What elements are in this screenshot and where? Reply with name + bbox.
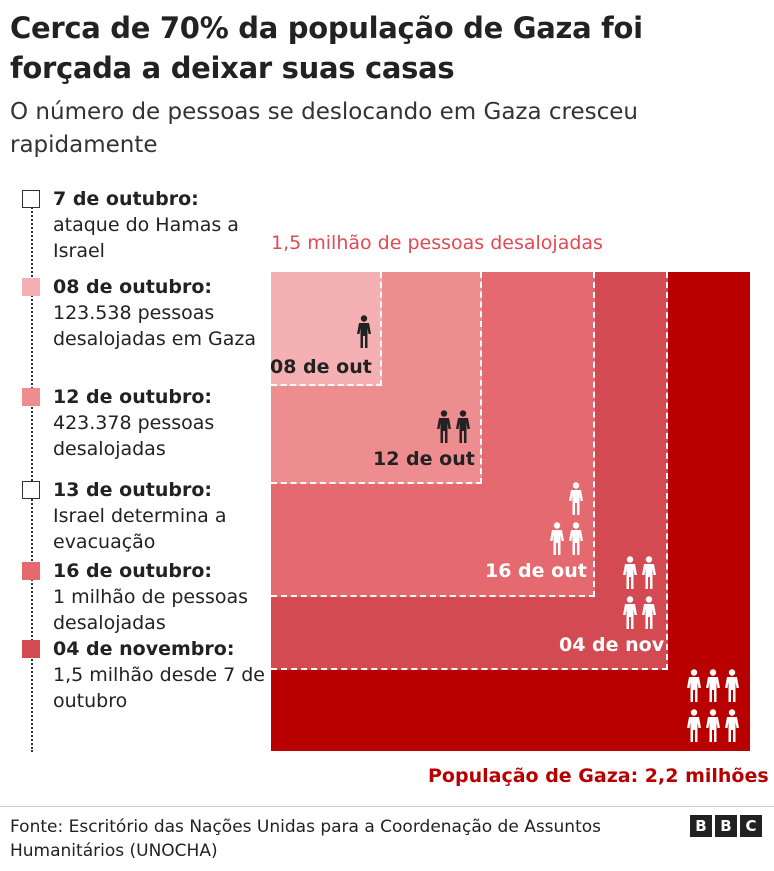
person-icon bbox=[706, 669, 720, 702]
person-icon bbox=[456, 410, 470, 443]
legend-item-16-out: 16 de outubro: 1 milhão de pessoas desalo… bbox=[53, 558, 268, 636]
person-icon bbox=[550, 522, 564, 555]
footer-divider bbox=[0, 806, 774, 807]
people-16-out bbox=[549, 482, 584, 556]
legend-marker-08-out bbox=[22, 278, 40, 296]
chart-subtitle: O número de pessoas se deslocando em Gaz… bbox=[10, 99, 638, 158]
legend-text: 1 milhão de pessoas desalojadas bbox=[53, 586, 249, 634]
legend-item-12-out: 12 de outubro: 423.378 pessoas desalojada… bbox=[53, 384, 268, 462]
person-icon bbox=[623, 596, 637, 629]
legend-marker-7-out bbox=[22, 190, 40, 208]
person-icon bbox=[642, 596, 656, 629]
source-note: Fonte: Escritório das Nações Unidas para… bbox=[10, 817, 602, 861]
person-icon bbox=[725, 669, 739, 702]
legend-text: 423.378 pessoas desalojadas bbox=[53, 412, 215, 460]
people-population bbox=[686, 669, 740, 743]
people-12-out bbox=[436, 410, 471, 444]
legend-text: 1,5 milhão desde 7 de outubro bbox=[53, 664, 265, 712]
legend-item-13-out: 13 de outubro: Israel determina a evacuaç… bbox=[53, 477, 268, 555]
label-08-out: 08 de out bbox=[270, 356, 372, 378]
person-icon bbox=[437, 410, 451, 443]
population-label: População de Gaza: 2,2 milhões bbox=[428, 765, 769, 787]
person-icon bbox=[687, 669, 701, 702]
legend-marker-04-nov bbox=[22, 640, 40, 658]
label-16-out: 16 de out bbox=[485, 560, 587, 582]
legend-text: Israel determina a evacuação bbox=[53, 505, 227, 553]
legend-text: 123.538 pessoas desalojadas em Gaza bbox=[53, 302, 256, 350]
person-icon bbox=[725, 709, 739, 742]
label-04-nov: 04 de nov bbox=[559, 634, 665, 656]
legend-date: 7 de outubro: bbox=[53, 188, 199, 210]
legend-date: 13 de outubro: bbox=[53, 479, 212, 501]
legend-date: 08 de outubro: bbox=[53, 276, 212, 298]
person-icon bbox=[569, 482, 583, 515]
person-icon bbox=[569, 522, 583, 555]
displaced-total-label: 1,5 milhão de pessoas desalojadas bbox=[271, 232, 603, 254]
legend-date: 04 de novembro: bbox=[53, 638, 235, 660]
label-12-out: 12 de out bbox=[373, 448, 475, 470]
person-icon bbox=[687, 709, 701, 742]
legend-date: 16 de outubro: bbox=[53, 560, 212, 582]
legend-date: 12 de outubro: bbox=[53, 386, 212, 408]
legend-text: ataque do Hamas a Israel bbox=[53, 214, 239, 262]
person-icon bbox=[642, 556, 656, 589]
legend-marker-16-out bbox=[22, 562, 40, 580]
person-icon bbox=[706, 709, 720, 742]
people-04-nov bbox=[622, 556, 657, 630]
legend-item-04-nov: 04 de novembro: 1,5 milhão desde 7 de out… bbox=[53, 636, 268, 714]
legend-marker-13-out bbox=[22, 481, 40, 499]
person-icon bbox=[357, 315, 371, 348]
chart-title: Cerca de 70% da população de Gaza foi fo… bbox=[10, 11, 643, 85]
timeline-line bbox=[31, 200, 33, 752]
people-08-out bbox=[356, 315, 372, 349]
legend-item-08-out: 08 de outubro: 123.538 pessoas desalojada… bbox=[53, 274, 268, 352]
person-icon bbox=[623, 556, 637, 589]
legend-marker-12-out bbox=[22, 388, 40, 406]
legend-item-7-out: 7 de outubro: ataque do Hamas a Israel bbox=[53, 186, 268, 264]
